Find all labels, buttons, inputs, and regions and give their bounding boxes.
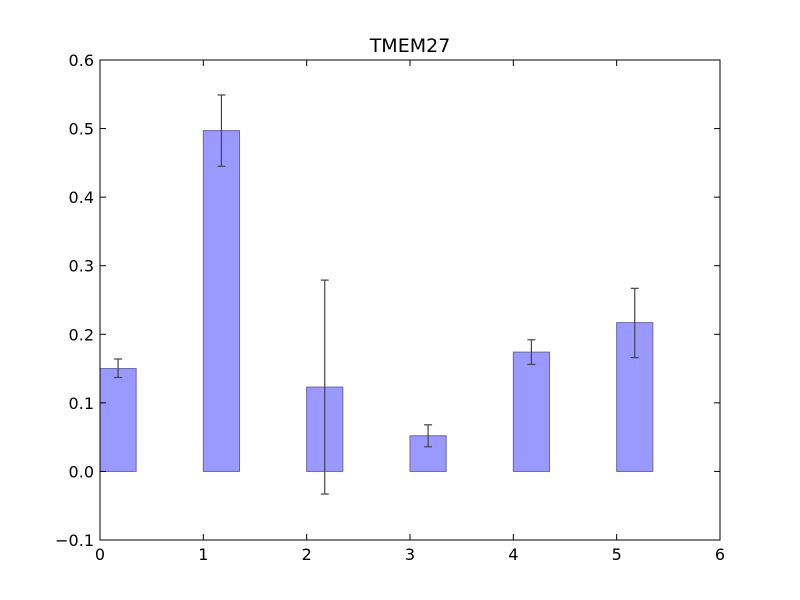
- y-tick-label: 0.5: [69, 120, 94, 139]
- x-tick-label: 4: [508, 545, 518, 564]
- chart-title: TMEM27: [369, 35, 451, 57]
- y-tick-label: 0.6: [69, 51, 94, 70]
- y-tick-labels: −0.1 0.0 0.1 0.2 0.3 0.4 0.5 0.6: [55, 51, 94, 550]
- x-tick-labels: 0 1 2 3 4 5 6: [95, 545, 725, 564]
- bars-layer: [99, 130, 654, 472]
- y-tick-label: 0.2: [69, 325, 94, 344]
- y-tick-label: −0.1: [55, 531, 94, 550]
- error-bar-2: [320, 279, 329, 495]
- y-tick-label: 0.1: [69, 394, 94, 413]
- error-bar-4: [527, 339, 536, 366]
- y-tick-label: 0.3: [69, 257, 94, 276]
- bar-1: [202, 130, 240, 472]
- x-tick-label: 6: [715, 545, 725, 564]
- x-tick-label: 2: [302, 545, 312, 564]
- x-tick-label: 0: [95, 545, 105, 564]
- y-tick-label: 0.0: [69, 462, 94, 481]
- ticks-layer: [99, 59, 721, 541]
- error-bars-layer: [114, 94, 639, 495]
- error-bar-1: [217, 94, 226, 167]
- error-bar-3: [424, 424, 433, 448]
- x-tick-label: 1: [198, 545, 208, 564]
- error-bar-0: [114, 358, 123, 379]
- x-tick-label: 3: [405, 545, 415, 564]
- bar-0: [99, 368, 137, 472]
- y-tick-label: 0.4: [69, 188, 94, 207]
- x-tick-label: 5: [612, 545, 622, 564]
- error-bar-5: [630, 287, 639, 359]
- bar-4: [512, 351, 550, 472]
